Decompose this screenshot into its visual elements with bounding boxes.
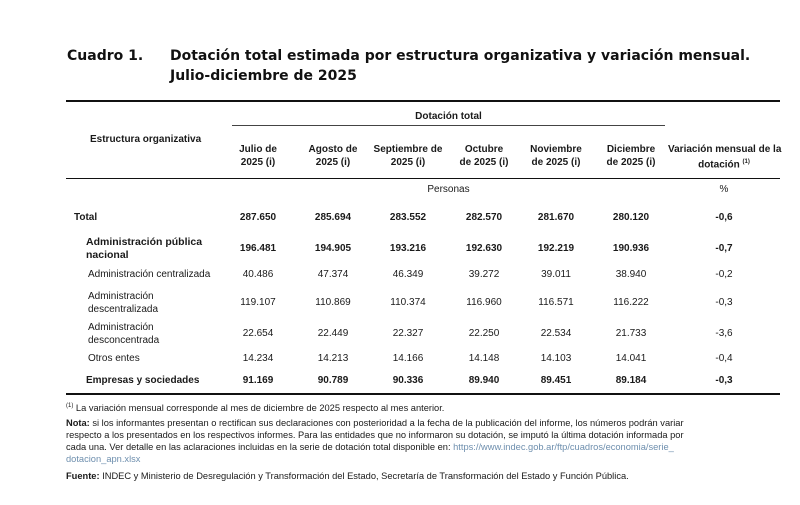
table-cell: 90.789 [317, 375, 349, 386]
table-cell: 14.213 [317, 353, 349, 364]
table-cell: 91.169 [242, 375, 274, 386]
column-header-noviembre: Noviembre de 2025 (i) [530, 144, 582, 168]
table-cell: 116.960 [466, 297, 502, 308]
row-label: Total [74, 212, 98, 223]
group-header: Dotación total [415, 111, 482, 122]
variation-cell: -0,2 [715, 269, 733, 280]
row-label: Administración descentralizada [88, 291, 159, 315]
group-header-rule [232, 125, 665, 126]
table-cell: 192.219 [537, 243, 575, 254]
column-header-agosto: Agosto de 2025 (i) [308, 144, 358, 168]
footnote-note: Nota: si los informantes presentan o rec… [66, 417, 780, 465]
row-header: Estructura organizativa [90, 134, 202, 145]
table-cell: 119.107 [240, 297, 276, 308]
table-cell: 196.481 [239, 243, 277, 254]
table-cell: 116.571 [538, 297, 574, 308]
table-cell: 14.148 [468, 353, 500, 364]
table-cell: 283.552 [389, 212, 427, 223]
table-cell: 14.234 [242, 353, 274, 364]
variation-cell: -3,6 [715, 328, 733, 339]
column-header-variacion: Variación mensual de la dotación (1) [668, 144, 782, 171]
table-cell: 116.222 [613, 297, 649, 308]
footnote-1: (1) La variación mensual corresponde al … [66, 403, 445, 414]
unit-percent: % [719, 184, 729, 195]
column-header-diciembre: Diciembre de 2025 (i) [606, 144, 656, 168]
table-number-label: Cuadro 1. [67, 48, 144, 64]
column-header-octubre: Octubre de 2025 (i) [459, 144, 509, 168]
table-cell: 22.654 [242, 328, 274, 339]
table-title: Dotación total estimada por estructura o… [170, 48, 751, 64]
column-header-julio: Julio de 2025 (i) [239, 144, 277, 168]
table-cell: 282.570 [465, 212, 503, 223]
variation-cell: -0,4 [715, 353, 733, 364]
row-label: Administración centralizada [88, 269, 211, 280]
row-label: Administración pública nacional [86, 236, 203, 261]
table-cell: 22.534 [540, 328, 572, 339]
table-cell: 14.103 [540, 353, 572, 364]
variation-cell: -0,7 [715, 243, 733, 254]
table-cell: 22.250 [468, 328, 500, 339]
table-cell: 285.694 [314, 212, 352, 223]
table-cell: 190.936 [612, 243, 650, 254]
table-cell: 193.216 [389, 243, 427, 254]
table-cell: 21.733 [615, 328, 647, 339]
table-cell: 192.630 [465, 243, 503, 254]
table-cell: 89.184 [615, 375, 647, 386]
table-cell: 14.166 [392, 353, 424, 364]
column-header-septiembre: Septiembre de 2025 (i) [373, 144, 443, 168]
table-subtitle: Julio-diciembre de 2025 [170, 68, 357, 84]
unit-persons: Personas [427, 184, 470, 195]
table-cell: 14.041 [615, 353, 647, 364]
table-cell: 89.451 [540, 375, 572, 386]
row-label: Otros entes [88, 353, 140, 364]
table-cell: 39.011 [541, 269, 571, 280]
table-cell: 287.650 [239, 212, 277, 223]
table-cell: 281.670 [537, 212, 575, 223]
table-cell: 38.940 [615, 269, 647, 280]
table-cell: 89.940 [468, 375, 500, 386]
table-cell: 46.349 [392, 269, 424, 280]
variation-cell: -0,3 [715, 297, 733, 308]
row-label: Empresas y sociedades [86, 375, 200, 386]
table-cell: 110.374 [390, 297, 426, 308]
table-cell: 110.869 [315, 297, 351, 308]
table-cell: 280.120 [612, 212, 650, 223]
table-cell: 39.272 [468, 269, 500, 280]
top-rule [66, 100, 780, 102]
bottom-rule [66, 393, 780, 395]
source-link-continuation[interactable]: dotacion_apn.xlsx [66, 454, 141, 464]
footnote-source: Fuente: INDEC y Ministerio de Desregulac… [66, 471, 629, 481]
table-cell: 47.374 [317, 269, 349, 280]
header-bottom-rule [66, 178, 780, 179]
source-link[interactable]: https://www.indec.gob.ar/ftp/cuadros/eco… [453, 442, 674, 452]
table-cell: 194.905 [314, 243, 352, 254]
table-cell: 40.486 [242, 269, 274, 280]
table-cell: 90.336 [392, 375, 424, 386]
table-cell: 22.449 [317, 328, 349, 339]
row-label: Administración desconcentrada [88, 322, 160, 346]
variation-cell: -0,6 [715, 212, 733, 223]
table-cell: 22.327 [392, 328, 424, 339]
variation-cell: -0,3 [715, 375, 733, 386]
